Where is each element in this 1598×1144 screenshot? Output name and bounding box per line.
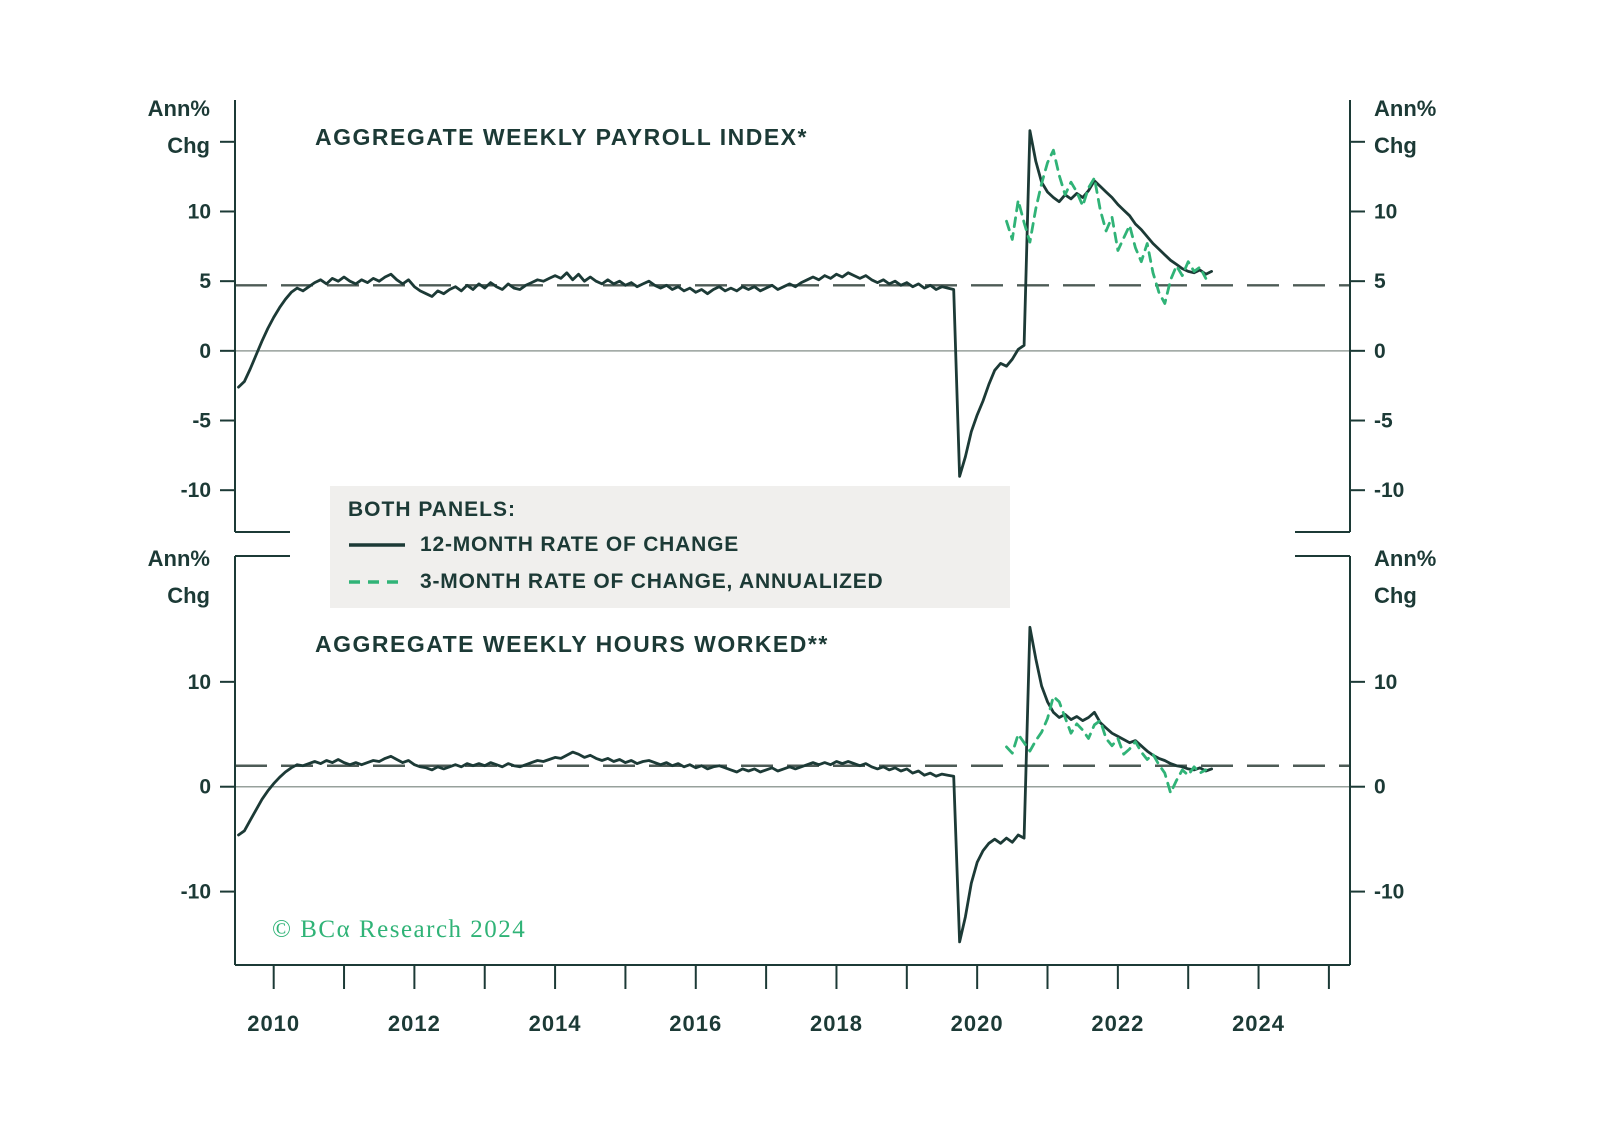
panel-title: AGGREGATE WEEKLY HOURS WORKED** — [315, 631, 829, 657]
y-tick-label: 0 — [1374, 340, 1386, 363]
y-tick-label: -10 — [1374, 479, 1404, 502]
legend-item-label: 12-MONTH RATE OF CHANGE — [420, 532, 740, 556]
dashed-line-swatch-icon — [349, 579, 405, 584]
y-tick-label: 0 — [199, 340, 211, 363]
legend-item-12-month: 12-MONTH RATE OF CHANGE — [348, 526, 1010, 563]
series-line-3-month — [1005, 148, 1208, 305]
y-tick-label: -10 — [181, 479, 211, 502]
x-tick-label: 2024 — [1232, 1011, 1285, 1036]
series-line-12-month — [237, 129, 1213, 478]
y-axis-unit-top-right: Ann% Chg — [1374, 90, 1474, 164]
y-tick-label: -10 — [181, 881, 211, 904]
legend-title: BOTH PANELS: — [348, 498, 516, 521]
y-tick-label: 10 — [1374, 671, 1397, 694]
solid-line-swatch-icon — [349, 542, 405, 547]
y-tick-label: 10 — [1374, 200, 1397, 223]
x-tick-label: 2010 — [247, 1011, 300, 1036]
y-axis-unit-line1: Ann% — [1374, 96, 1437, 121]
y-axis-unit-line2: Chg — [1374, 133, 1417, 158]
panel-title: AGGREGATE WEEKLY PAYROLL INDEX* — [315, 124, 808, 150]
y-axis-unit-line1: Ann% — [147, 96, 210, 121]
legend-item-label: 3-MONTH RATE OF CHANGE, ANNUALIZED — [420, 569, 884, 593]
y-axis-unit-line1: Ann% — [147, 546, 210, 571]
series-line-12-month — [237, 625, 1213, 944]
y-axis-unit-line2: Chg — [167, 583, 210, 608]
y-tick-label: 10 — [188, 671, 211, 694]
legend-item-3-month: 3-MONTH RATE OF CHANGE, ANNUALIZED — [348, 563, 1010, 600]
legend-box: BOTH PANELS: 12-MONTH RATE OF CHANGE 3-M… — [330, 486, 1010, 608]
y-axis-unit-line2: Chg — [1374, 583, 1417, 608]
x-tick-label: 2018 — [810, 1011, 863, 1036]
x-tick-label: 2014 — [529, 1011, 582, 1036]
y-axis-unit-line1: Ann% — [1374, 546, 1437, 571]
y-tick-label: 0 — [1374, 776, 1386, 799]
y-axis-unit-mid-right: Ann% Chg — [1374, 540, 1474, 614]
y-axis-unit-top-left: Ann% Chg — [110, 90, 210, 164]
y-axis-unit-line2: Chg — [167, 133, 210, 158]
y-tick-label: -10 — [1374, 881, 1404, 904]
copyright-notice: © BCα Research 2024 — [272, 916, 527, 943]
x-tick-label: 2016 — [669, 1011, 722, 1036]
y-axis-unit-mid-left: Ann% Chg — [110, 540, 210, 614]
x-tick-label: 2012 — [388, 1011, 441, 1036]
y-tick-label: 0 — [199, 776, 211, 799]
y-tick-label: 10 — [188, 200, 211, 223]
y-tick-label: 5 — [1374, 270, 1386, 293]
y-tick-label: 5 — [199, 270, 211, 293]
series-line-3-month — [1005, 695, 1208, 795]
x-tick-label: 2022 — [1091, 1011, 1144, 1036]
y-tick-label: -5 — [192, 410, 211, 433]
y-tick-label: -5 — [1374, 410, 1393, 433]
x-tick-label: 2020 — [951, 1011, 1004, 1036]
